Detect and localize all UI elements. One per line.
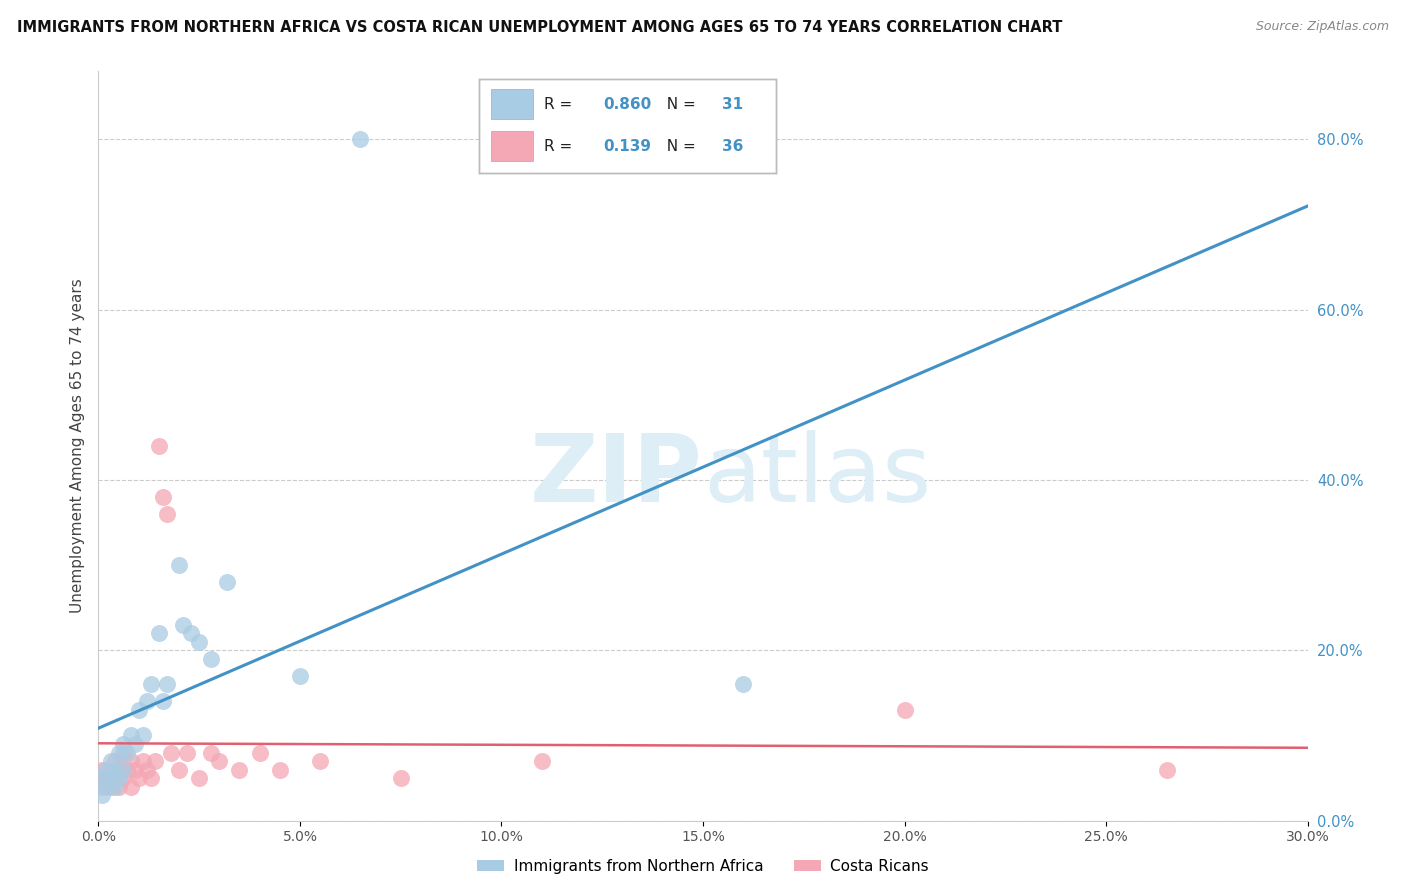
Point bbox=[103, 754, 125, 768]
Point bbox=[176, 746, 198, 760]
Point bbox=[389, 771, 412, 785]
Point bbox=[115, 746, 138, 760]
Point bbox=[111, 737, 134, 751]
Point bbox=[100, 771, 122, 785]
Y-axis label: Unemployment Among Ages 65 to 74 years: Unemployment Among Ages 65 to 74 years bbox=[69, 278, 84, 614]
Point bbox=[733, 677, 755, 691]
Point bbox=[893, 703, 915, 717]
Point bbox=[124, 763, 146, 777]
Point bbox=[96, 780, 118, 794]
Point bbox=[91, 763, 114, 777]
Point bbox=[91, 780, 114, 794]
Text: IMMIGRANTS FROM NORTHERN AFRICA VS COSTA RICAN UNEMPLOYMENT AMONG AGES 65 TO 74 : IMMIGRANTS FROM NORTHERN AFRICA VS COSTA… bbox=[17, 20, 1063, 35]
Point bbox=[148, 439, 170, 453]
Point bbox=[160, 746, 183, 760]
Point bbox=[103, 780, 125, 794]
Point bbox=[103, 771, 125, 785]
Point bbox=[96, 763, 118, 777]
Point bbox=[156, 677, 179, 691]
Point bbox=[188, 771, 211, 785]
Point bbox=[152, 694, 174, 708]
Point bbox=[156, 507, 179, 521]
Point bbox=[107, 763, 129, 777]
Point bbox=[135, 694, 157, 708]
Point bbox=[530, 754, 553, 768]
Point bbox=[111, 746, 134, 760]
Point bbox=[139, 771, 162, 785]
Point bbox=[349, 132, 371, 146]
Point bbox=[115, 763, 138, 777]
Point bbox=[139, 677, 162, 691]
Point bbox=[128, 703, 150, 717]
Point bbox=[200, 746, 222, 760]
Point bbox=[100, 754, 122, 768]
Point bbox=[228, 763, 250, 777]
Point bbox=[1156, 763, 1178, 777]
Point bbox=[200, 652, 222, 666]
Text: Source: ZipAtlas.com: Source: ZipAtlas.com bbox=[1256, 20, 1389, 33]
Point bbox=[167, 763, 190, 777]
Point bbox=[132, 754, 155, 768]
Point bbox=[107, 771, 129, 785]
Point bbox=[135, 763, 157, 777]
Point bbox=[249, 746, 271, 760]
Point bbox=[124, 737, 146, 751]
Point bbox=[309, 754, 332, 768]
Point bbox=[91, 771, 114, 785]
Point bbox=[172, 617, 194, 632]
Point bbox=[120, 754, 142, 768]
Text: ZIP: ZIP bbox=[530, 430, 703, 522]
Point bbox=[107, 746, 129, 760]
Point bbox=[100, 780, 122, 794]
Point bbox=[96, 771, 118, 785]
Point bbox=[188, 635, 211, 649]
Point bbox=[120, 729, 142, 743]
Point bbox=[180, 626, 202, 640]
Point bbox=[143, 754, 166, 768]
Text: atlas: atlas bbox=[703, 430, 931, 522]
Point bbox=[288, 669, 311, 683]
Point bbox=[91, 788, 114, 802]
Point bbox=[128, 771, 150, 785]
Point bbox=[120, 780, 142, 794]
Point bbox=[148, 626, 170, 640]
Point bbox=[217, 575, 239, 590]
Legend: Immigrants from Northern Africa, Costa Ricans: Immigrants from Northern Africa, Costa R… bbox=[471, 853, 935, 880]
Point bbox=[269, 763, 291, 777]
Point bbox=[208, 754, 231, 768]
Point bbox=[152, 490, 174, 504]
Point bbox=[111, 771, 134, 785]
Point bbox=[167, 558, 190, 573]
Point bbox=[103, 763, 125, 777]
Point bbox=[132, 729, 155, 743]
Point bbox=[107, 780, 129, 794]
Point bbox=[111, 763, 134, 777]
